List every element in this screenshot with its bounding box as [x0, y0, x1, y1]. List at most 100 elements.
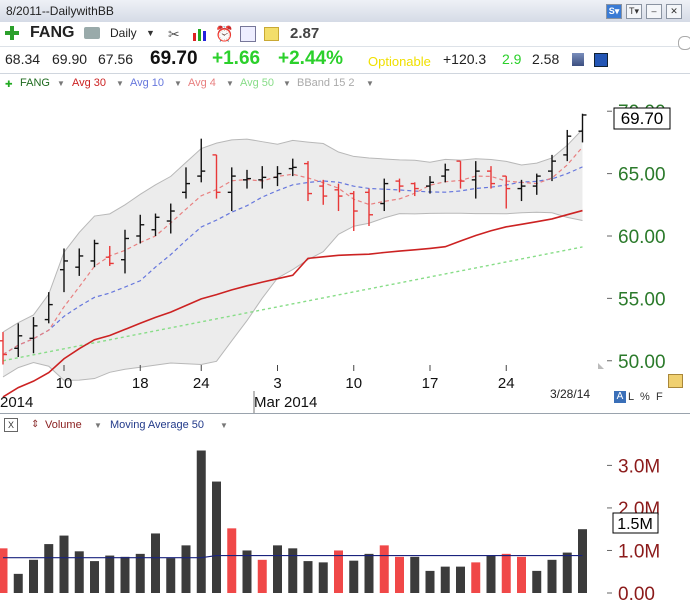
bollinger-lower	[2, 211, 583, 381]
letter-percent[interactable]: %	[640, 391, 650, 403]
volume-bar	[242, 550, 252, 593]
minimize-icon[interactable]: –	[646, 4, 662, 19]
chart-legend: ✚ FANG ▼ Avg 30 ▼ Avg 10 ▼ Avg 4 ▼ Avg 5…	[0, 36, 690, 94]
volume-bar	[166, 558, 176, 593]
open-value: 68.34	[5, 51, 41, 67]
volume-bar	[0, 548, 8, 593]
period-label: 2014	[0, 394, 33, 411]
date-tick-label: 10	[56, 375, 73, 392]
grid-icon[interactable]	[240, 26, 256, 42]
date-tick-label: 3	[273, 375, 281, 392]
volume-tick-label: 0.00	[618, 584, 655, 605]
scroll-handle[interactable]	[678, 36, 690, 50]
database-icon[interactable]	[572, 53, 584, 66]
ma-50-label[interactable]: Moving Average 50	[110, 419, 204, 431]
volume-bar	[532, 570, 542, 593]
chevron-down-icon[interactable]: ▼	[283, 79, 291, 88]
close-pane-button[interactable]: X	[4, 418, 18, 432]
volume-bar	[471, 562, 481, 593]
volume-bars	[0, 450, 587, 593]
last-price: 69.70	[150, 48, 198, 69]
note-icon[interactable]	[264, 27, 279, 41]
chevron-down-icon[interactable]: ▼	[226, 79, 234, 88]
date-tick-label: 17	[422, 375, 439, 392]
triangle-icon	[598, 363, 604, 369]
date-axis: 10 18 24 3 10 17 24 2014 Mar 2014	[0, 365, 515, 413]
tools-icon[interactable]: ✂	[168, 26, 180, 42]
volume-bar	[181, 545, 191, 593]
chevron-down-icon[interactable]: ▼	[220, 421, 228, 430]
chevron-down-icon[interactable]: ▼	[57, 79, 65, 88]
volume-tick-label: 3.0M	[618, 456, 660, 477]
avg-30-line	[2, 209, 583, 398]
link-icon[interactable]: S▾	[606, 4, 622, 19]
printer-icon[interactable]	[84, 27, 100, 39]
plus-icon[interactable]: ✚	[5, 79, 13, 89]
arrows-icon: ⇕	[31, 419, 40, 430]
avg-10-line	[2, 166, 583, 356]
low-value: 67.56	[98, 51, 134, 67]
price-tick-label: 50.00	[618, 352, 666, 373]
volume-bar	[13, 573, 23, 593]
chevron-down-icon[interactable]: ▼	[174, 79, 182, 88]
legend-avg-10[interactable]: Avg 10	[130, 77, 165, 89]
volume-bar	[135, 553, 145, 593]
volume-bar	[456, 566, 465, 593]
quote-bar: 68.34 69.90 67.56 69.70 +1.66 +2.44% Opt…	[0, 47, 690, 74]
chevron-down-icon[interactable]: ▼	[146, 28, 155, 38]
volume-bar	[334, 550, 343, 593]
volume-bar	[578, 529, 587, 593]
change-value: +1.66	[212, 48, 261, 69]
pane-divider[interactable]	[0, 413, 690, 414]
legend-fang[interactable]: FANG	[20, 77, 50, 89]
date-tick-label: 18	[132, 375, 149, 392]
alarm-clock-icon[interactable]: ⏰	[215, 26, 234, 43]
legend-bband[interactable]: BBand 15 2	[297, 77, 355, 89]
chevron-down-icon[interactable]: ▼	[366, 79, 374, 88]
text-icon[interactable]: T▾	[626, 4, 642, 19]
bar-chart-icon[interactable]	[192, 26, 208, 47]
legend-avg-30[interactable]: Avg 30	[72, 77, 107, 89]
volume-bar	[212, 481, 221, 593]
chevron-down-icon[interactable]: ▼	[116, 79, 124, 88]
letter-f[interactable]: F	[656, 391, 663, 403]
legend-avg-4[interactable]: Avg 4	[188, 77, 216, 89]
volume-tick-label: 1.0M	[618, 541, 660, 562]
volume-bar	[273, 545, 282, 593]
letter-l[interactable]: L	[628, 391, 635, 403]
period-label: Mar 2014	[254, 394, 317, 411]
volume-label[interactable]: Volume	[45, 419, 82, 431]
volume-bar	[151, 533, 160, 593]
add-icon[interactable]	[5, 26, 19, 40]
date-tick-label: 10	[345, 375, 362, 392]
volume-bar	[90, 561, 99, 593]
symbol-label[interactable]: FANG	[30, 24, 75, 41]
volume-ma-line	[3, 554, 583, 559]
close-icon[interactable]: ✕	[666, 4, 682, 19]
quote-value-3: 2.58	[532, 51, 560, 67]
moving-averages	[2, 146, 583, 398]
volume-bar	[501, 553, 511, 593]
volume-bar	[120, 556, 130, 593]
letter-a[interactable]: A	[614, 391, 626, 403]
toolbar-value: 2.87	[290, 25, 320, 42]
volume-bar	[410, 556, 420, 593]
quote-value-1: +120.3	[443, 51, 487, 67]
volume-bar	[517, 556, 526, 593]
pencil-icon[interactable]	[668, 374, 683, 388]
volume-bar	[105, 555, 115, 593]
volume-bar	[59, 535, 69, 593]
change-percent: +2.44%	[278, 48, 343, 69]
period-select[interactable]: Daily	[110, 26, 137, 40]
volume-bar	[227, 528, 237, 593]
chevron-down-icon[interactable]: ▼	[94, 421, 102, 430]
volume-bar	[547, 559, 557, 593]
price-label: 69.70	[621, 109, 664, 128]
date-tick-label: 24	[498, 375, 515, 392]
save-icon[interactable]	[594, 53, 608, 67]
volume-header: X ⇕ Volume ▼ Moving Average 50 ▼	[0, 416, 690, 434]
window-title: 8/2011--DailywithBB	[6, 4, 114, 18]
avg-50-line	[2, 246, 583, 362]
legend-avg-50[interactable]: Avg 50	[240, 77, 275, 89]
